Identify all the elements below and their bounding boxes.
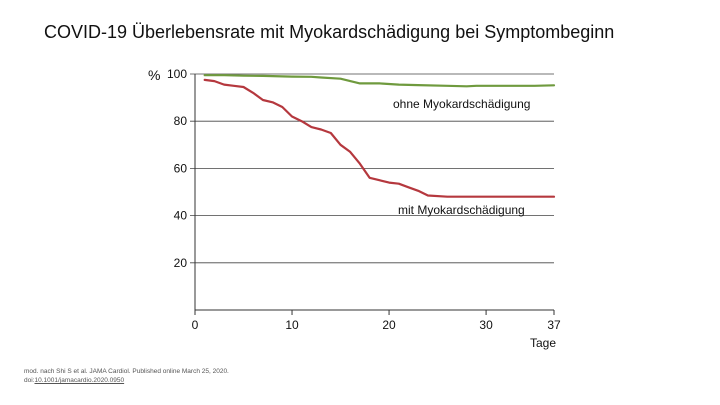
- y-tick-label-40: 40: [174, 209, 188, 223]
- series-line-ohne: [203, 74, 556, 88]
- source-line: mod. nach Shi S et al. JAMA Cardiol. Pub…: [24, 368, 229, 375]
- x-tick-label-37: 37: [547, 318, 561, 332]
- series-label-ohne: ohne Myokardschädigung: [393, 97, 530, 111]
- x-tick-label-0: 0: [192, 318, 199, 332]
- source-doi-line: doi:10.1001/jamacardio.2020.0950: [24, 376, 229, 385]
- y-tick-label-100: 100: [167, 67, 187, 81]
- x-tick-label-20: 20: [382, 318, 396, 332]
- x-tick-labels: 0 10 20 30 37: [192, 318, 561, 332]
- doi-link[interactable]: 10.1001/jamacardio.2020.0950: [34, 377, 125, 384]
- gridlines: [190, 73, 554, 264]
- doi-prefix: doi:: [24, 377, 35, 384]
- y-axis-label: %: [148, 67, 160, 83]
- series-lines: [203, 74, 556, 198]
- y-tick-label-60: 60: [174, 161, 188, 175]
- y-tick-labels: 20 40 60 80 100: [167, 67, 187, 270]
- source-citation: mod. nach Shi S et al. JAMA Cardiol. Pub…: [24, 367, 229, 385]
- y-tick-label-80: 80: [174, 114, 188, 128]
- series-label-mit: mit Myokardschädigung: [398, 203, 525, 217]
- x-axis-label: Tage: [530, 336, 556, 350]
- series-line-mit: [203, 78, 556, 198]
- x-tick-label-30: 30: [479, 318, 493, 332]
- chart-title: COVID-19 Überlebensrate mit Myokardschäd…: [44, 22, 615, 42]
- axes: [194, 74, 555, 315]
- x-tick-label-10: 10: [285, 318, 299, 332]
- y-tick-label-20: 20: [174, 256, 188, 270]
